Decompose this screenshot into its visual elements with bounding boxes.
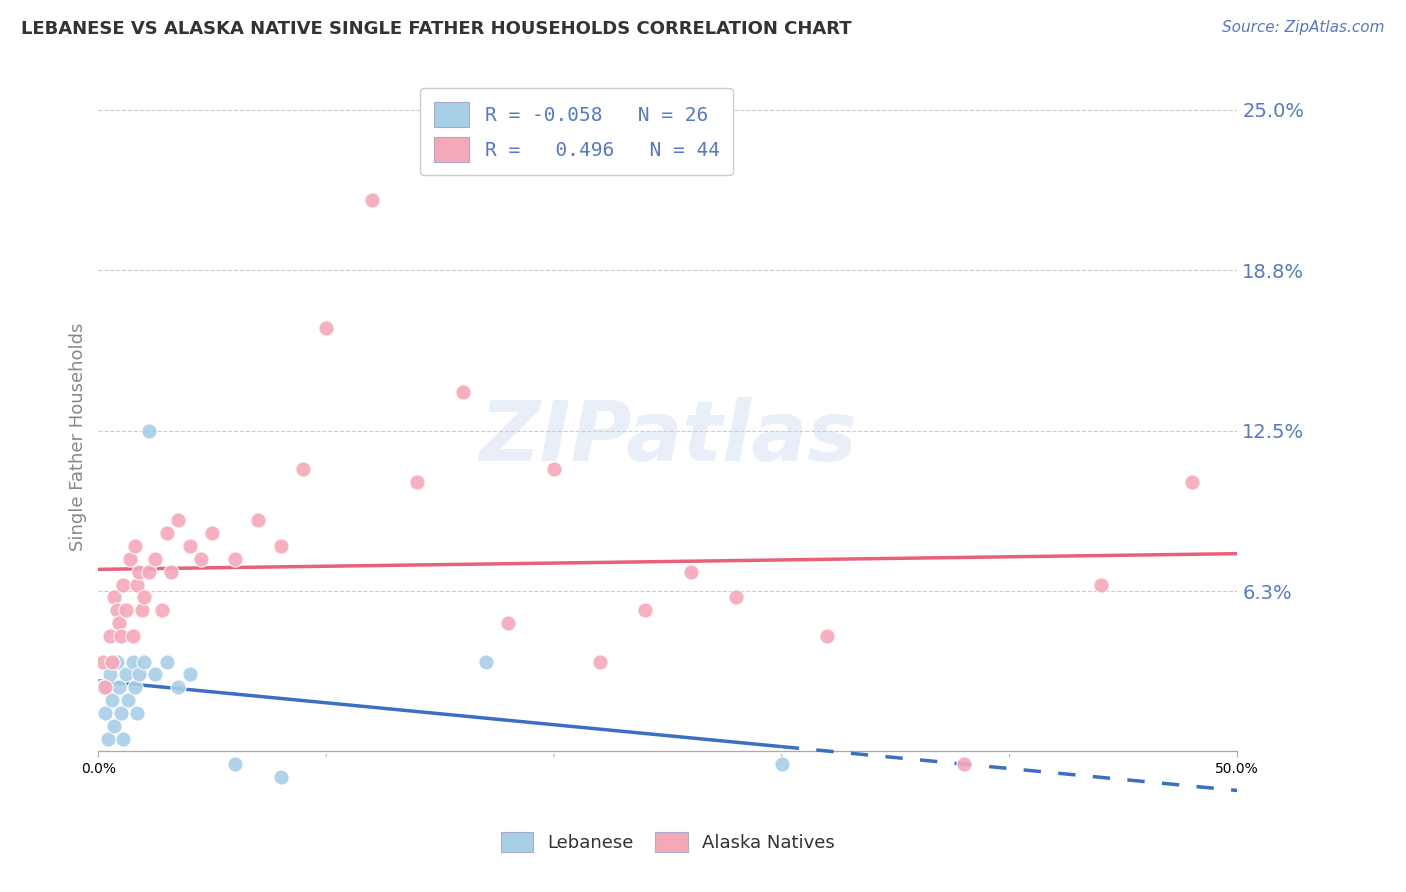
Point	[145, 667, 167, 681]
Point	[1181, 475, 1204, 489]
Text: Source: ZipAtlas.com: Source: ZipAtlas.com	[1222, 20, 1385, 35]
Point	[634, 603, 657, 617]
Point	[91, 681, 114, 695]
Point	[94, 681, 117, 695]
Point	[114, 603, 136, 617]
Point	[270, 770, 292, 784]
Point	[156, 655, 179, 669]
Point	[108, 616, 131, 631]
Point	[190, 552, 212, 566]
Point	[117, 693, 139, 707]
Point	[270, 539, 292, 553]
Point	[128, 565, 150, 579]
Point	[167, 514, 190, 528]
Point	[103, 591, 125, 605]
Point	[224, 552, 246, 566]
Point	[98, 667, 121, 681]
Point	[124, 681, 146, 695]
Point	[138, 424, 160, 438]
Point	[103, 719, 125, 733]
Point	[179, 667, 201, 681]
Point	[451, 385, 474, 400]
Point	[815, 629, 838, 643]
Point	[474, 655, 496, 669]
Point	[96, 731, 118, 746]
Point	[128, 667, 150, 681]
Point	[108, 681, 131, 695]
Text: ZIPatlas: ZIPatlas	[479, 397, 856, 477]
Point	[406, 475, 429, 489]
Point	[127, 706, 149, 720]
Point	[201, 526, 224, 541]
Point	[94, 706, 117, 720]
Point	[246, 514, 269, 528]
Point	[1090, 577, 1112, 591]
Point	[110, 706, 132, 720]
Point	[953, 757, 976, 772]
Point	[543, 462, 565, 476]
Point	[132, 591, 155, 605]
Point	[138, 565, 160, 579]
Point	[121, 629, 143, 643]
Point	[98, 629, 121, 643]
Text: LEBANESE VS ALASKA NATIVE SINGLE FATHER HOUSEHOLDS CORRELATION CHART: LEBANESE VS ALASKA NATIVE SINGLE FATHER …	[21, 20, 852, 37]
Point	[105, 655, 128, 669]
Point	[588, 655, 610, 669]
Point	[112, 577, 135, 591]
Point	[315, 321, 337, 335]
Point	[101, 693, 124, 707]
Point	[112, 731, 135, 746]
Point	[110, 629, 132, 643]
Point	[124, 539, 146, 553]
Point	[770, 757, 793, 772]
Point	[121, 655, 143, 669]
Point	[167, 681, 190, 695]
Point	[150, 603, 173, 617]
Y-axis label: Single Father Households: Single Father Households	[69, 323, 87, 551]
Point	[132, 655, 155, 669]
Point	[160, 565, 183, 579]
Point	[101, 655, 124, 669]
Point	[224, 757, 246, 772]
Point	[679, 565, 702, 579]
Point	[179, 539, 201, 553]
Legend: Lebanese, Alaska Natives: Lebanese, Alaska Natives	[494, 824, 842, 860]
Point	[292, 462, 315, 476]
Point	[156, 526, 179, 541]
Point	[145, 552, 167, 566]
Point	[127, 577, 149, 591]
Point	[131, 603, 153, 617]
Point	[91, 655, 114, 669]
Point	[498, 616, 520, 631]
Point	[114, 667, 136, 681]
Point	[105, 603, 128, 617]
Point	[360, 193, 382, 207]
Point	[725, 591, 748, 605]
Point	[120, 552, 142, 566]
